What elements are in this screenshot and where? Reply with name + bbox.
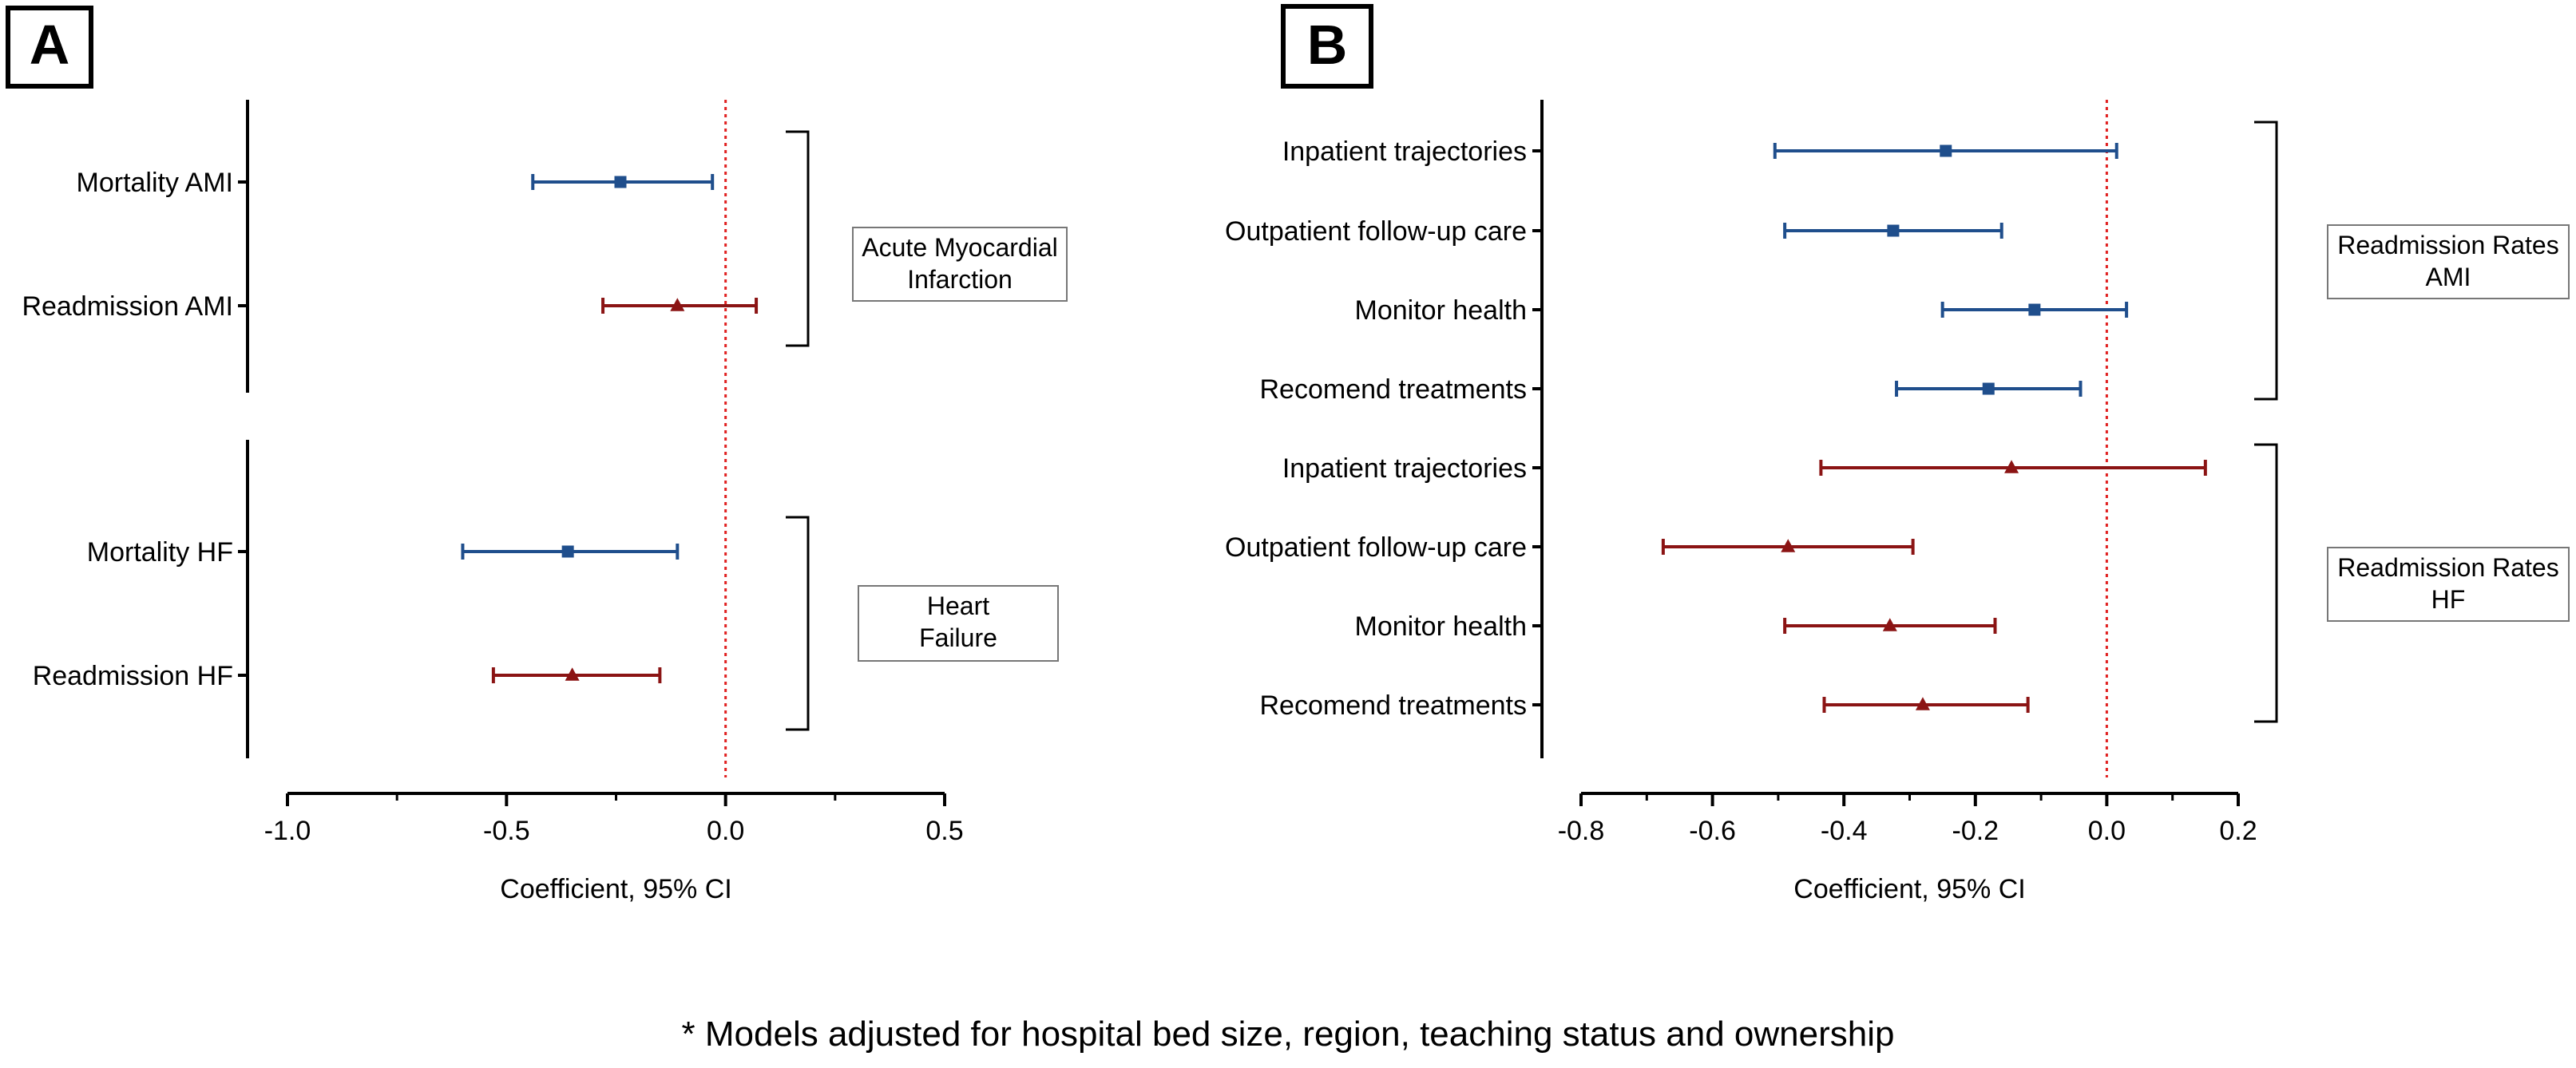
panel-b-estimate-triangle [1882, 618, 1897, 631]
panel-a-row-label: Readmission HF [33, 661, 233, 691]
panel-b-estimate-square [1982, 382, 1995, 395]
panel-b-group-box [2327, 547, 2570, 622]
panel-a-x-tick-label: 0.5 [925, 816, 963, 846]
panel-b-row-label: Outpatient follow-up care [1225, 216, 1527, 247]
panel-b-x-tick-label: 0.2 [2219, 816, 2257, 846]
panel-b-estimate-square [1887, 224, 1900, 237]
panel-b-estimate-triangle [2004, 460, 2019, 473]
panel-b-x-tick-label: -0.6 [1689, 816, 1736, 846]
panel-b-row-label: Inpatient trajectories [1282, 453, 1527, 484]
panel-b-group-bracket [2254, 121, 2278, 401]
panel-b-row-label: Monitor health [1355, 611, 1527, 642]
panel-b-estimate-square [1940, 144, 1952, 157]
panel-b: B -0.8 -0.6 -0.4 -0.2 0.0 0.2 Coefficient, 95% … [1225, 4, 2570, 904]
panel-a-group-bracket [786, 516, 810, 731]
panel-a-row-label: Mortality AMI [77, 168, 233, 198]
panel-b-row-label: Recomend treatments [1260, 374, 1528, 405]
panel-b-group-label: Readmission Rates [2337, 553, 2558, 582]
panel-a-label-box [6, 6, 93, 89]
panel-a-group-label: Infarction [907, 265, 1013, 294]
panel-a-x-axis-label: Coefficient, 95% CI [500, 874, 731, 904]
panel-b-x-axis-label: Coefficient, 95% CI [1793, 874, 2025, 904]
panel-a-x-tick-label: -0.5 [483, 816, 530, 846]
panel-a: A -1.0 -0.5 0.0 0.5 Coefficient, 95% CI Mortal… [6, 6, 1068, 904]
panel-a-label: A [30, 14, 70, 76]
panel-a-group-box [858, 585, 1059, 662]
panel-a-group-label: Failure [919, 623, 997, 652]
panel-b-row-label: Recomend treatments [1260, 690, 1528, 721]
panel-b-x-tick-label: -0.2 [1952, 816, 1999, 846]
panel-a-group-box [852, 227, 1068, 302]
panel-a-x-tick-label: 0.0 [707, 816, 744, 846]
panel-a-row-label: Mortality HF [87, 537, 233, 568]
panel-b-estimate-square [2028, 303, 2041, 316]
panel-b-row-label: Outpatient follow-up care [1225, 532, 1527, 563]
footnote: * Models adjusted for hospital bed size,… [682, 1015, 1895, 1054]
panel-a-estimate-triangle [670, 298, 685, 311]
panel-a-estimate-square [561, 545, 574, 558]
panel-a-row-label: Readmission AMI [22, 291, 233, 322]
panel-b-group-label: HF [2431, 585, 2466, 614]
panel-a-estimate-square [614, 176, 627, 188]
panel-b-group-bracket [2254, 443, 2278, 723]
panel-a-x-tick-label: -1.0 [264, 816, 311, 846]
panel-a-group-label: Acute Myocardial [862, 233, 1057, 262]
panel-b-x-tick-label: -0.8 [1558, 816, 1605, 846]
panel-b-group-box [2327, 224, 2570, 299]
panel-a-estimate-triangle [565, 667, 580, 681]
panel-b-row-label: Inpatient trajectories [1282, 136, 1527, 167]
panel-b-estimate-triangle [1915, 697, 1930, 710]
panel-a-group-bracket [786, 130, 810, 347]
panel-b-x-tick-label: 0.0 [2088, 816, 2126, 846]
panel-b-x-tick-label: -0.4 [1821, 816, 1868, 846]
panel-b-estimate-triangle [1781, 539, 1796, 552]
panel-b-label: B [1307, 14, 1348, 76]
panel-b-group-label: AMI [2426, 263, 2471, 291]
panel-b-row-label: Monitor health [1355, 295, 1527, 326]
panel-a-group-label: Heart [927, 591, 989, 620]
panel-b-group-label: Readmission Rates [2337, 231, 2558, 259]
panel-b-label-box [1281, 4, 1373, 89]
